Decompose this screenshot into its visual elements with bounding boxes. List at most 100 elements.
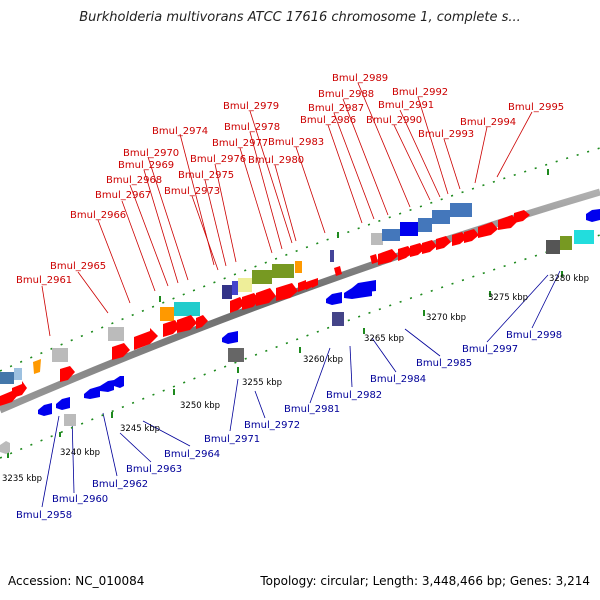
gene-arrow: [222, 331, 238, 344]
gene-label: Bmul_2966: [70, 210, 126, 221]
gene-label: Bmul_2973: [164, 186, 220, 197]
gene-block: [252, 270, 272, 284]
gene-arrow: [112, 343, 130, 360]
gene-label: Bmul_2963: [126, 464, 182, 475]
gene-label: Bmul_2988: [318, 89, 374, 100]
gene-label: Bmul_2994: [460, 117, 516, 128]
gene-label: Bmul_2962: [92, 479, 148, 490]
gene-block: [450, 203, 472, 217]
gene-arrow: [84, 386, 100, 399]
scale-label: 3265 kbp: [364, 334, 404, 344]
gene-block: [418, 218, 432, 232]
gene-arrow: [514, 210, 530, 223]
scale-label: 3250 kbp: [180, 401, 220, 411]
bottom-gene-labels: Bmul_2958 Bmul_2960 Bmul_2962 Bmul_2963 Bmul…: [16, 330, 562, 521]
topology-text: Topology: circular; Length: 3,448,466 bp…: [260, 574, 590, 588]
gene-label: Bmul_2978: [224, 122, 280, 133]
gene-arrow: [276, 283, 298, 301]
gene-arrow: [378, 249, 398, 265]
gene-arrow: [370, 254, 378, 264]
scale-label: 3275 kbp: [488, 293, 528, 303]
gene-arrow: [33, 359, 41, 374]
gene-arrow: [452, 232, 467, 246]
top-strand-genes: [0, 203, 530, 406]
gene-arrow: [334, 266, 342, 276]
gene-label: Bmul_2992: [392, 87, 448, 98]
gene-label: Bmul_2970: [123, 148, 179, 159]
gene-label: Bmul_2997: [462, 344, 518, 355]
gene-label: Bmul_2971: [204, 434, 260, 445]
gene-block: [432, 210, 450, 224]
map-title: Burkholderia multivorans ATCC 17616 chro…: [79, 10, 521, 25]
gene-label: Bmul_2995: [508, 102, 564, 113]
gene-arrow: [196, 315, 208, 329]
gene-block: [546, 240, 560, 254]
gene-label: Bmul_2998: [506, 330, 562, 341]
gene-block: [574, 230, 594, 244]
bottom-strand-genes: [0, 209, 600, 454]
gene-label: Bmul_2975: [178, 170, 234, 181]
gene-label: Bmul_2981: [284, 404, 340, 415]
gene-arrow: [464, 229, 479, 243]
gene-label: Bmul_2987: [308, 103, 364, 114]
gene-label: Bmul_2989: [332, 73, 388, 84]
gene-label: Bmul_2983: [268, 137, 324, 148]
gene-block: [295, 261, 302, 273]
gene-arrow: [134, 328, 158, 350]
gene-arrow: [230, 297, 245, 313]
gene-block: [238, 278, 252, 292]
gene-block: [330, 250, 334, 262]
scale-ruler: [0, 147, 600, 459]
gene-label: Bmul_2991: [378, 100, 434, 111]
scale-labels: 3235 kbp 3240 kbp 3245 kbp 3250 kbp 3255 kbp…: [2, 274, 589, 484]
gene-label: Bmul_2972: [244, 420, 300, 431]
gene-arrow: [12, 381, 27, 398]
gene-block: [14, 368, 22, 380]
gene-label: Bmul_2986: [300, 115, 356, 126]
gene-block: [160, 307, 174, 321]
gene-arrow: [326, 292, 342, 305]
gene-block: [560, 236, 572, 250]
gene-label: Bmul_2990: [366, 115, 422, 126]
gene-arrow: [498, 215, 518, 230]
gene-arrow: [114, 376, 124, 388]
gene-arrow: [0, 441, 10, 454]
gene-label: Bmul_2976: [190, 154, 246, 165]
gene-arrow: [410, 243, 425, 257]
gene-arrow: [242, 293, 260, 310]
gene-block: [400, 222, 418, 236]
gene-arrow: [422, 240, 437, 254]
scale-label: 3235 kbp: [2, 474, 42, 484]
gene-label: Bmul_2961: [16, 275, 72, 286]
scale-label: 3245 kbp: [120, 424, 160, 434]
gene-label: Bmul_2967: [95, 190, 151, 201]
gene-block: [108, 327, 124, 341]
gene-arrow: [398, 246, 413, 261]
gene-block: [382, 229, 400, 241]
gene-block: [0, 372, 14, 384]
gene-arrow: [352, 280, 376, 293]
gene-label: Bmul_2982: [326, 390, 382, 401]
gene-arrow: [586, 209, 600, 222]
gene-block: [52, 348, 68, 362]
gene-arrow: [38, 403, 52, 416]
gene-label: Bmul_2984: [370, 374, 426, 385]
gene-label: Bmul_2985: [416, 358, 472, 369]
scale-label: 3260 kbp: [303, 355, 343, 365]
top-gene-labels: Bmul_2961 Bmul_2965 Bmul_2966 Bmul_2967 Bmul…: [16, 73, 564, 286]
gene-label: Bmul_2969: [118, 160, 174, 171]
gene-block: [174, 302, 200, 316]
gene-label: Bmul_2977: [212, 138, 268, 149]
gene-arrow: [478, 222, 498, 238]
gene-label: Bmul_2960: [52, 494, 108, 505]
gene-arrow: [256, 288, 276, 306]
gene-arrow: [436, 236, 451, 250]
gene-arrow: [56, 397, 70, 410]
gene-arrow: [177, 315, 197, 333]
scale-ticks: [7, 169, 563, 458]
gene-block: [332, 312, 344, 326]
gene-arrow: [312, 278, 318, 288]
gene-label: Bmul_2958: [16, 510, 72, 521]
gene-block: [222, 285, 232, 299]
gene-arrow: [298, 280, 306, 292]
